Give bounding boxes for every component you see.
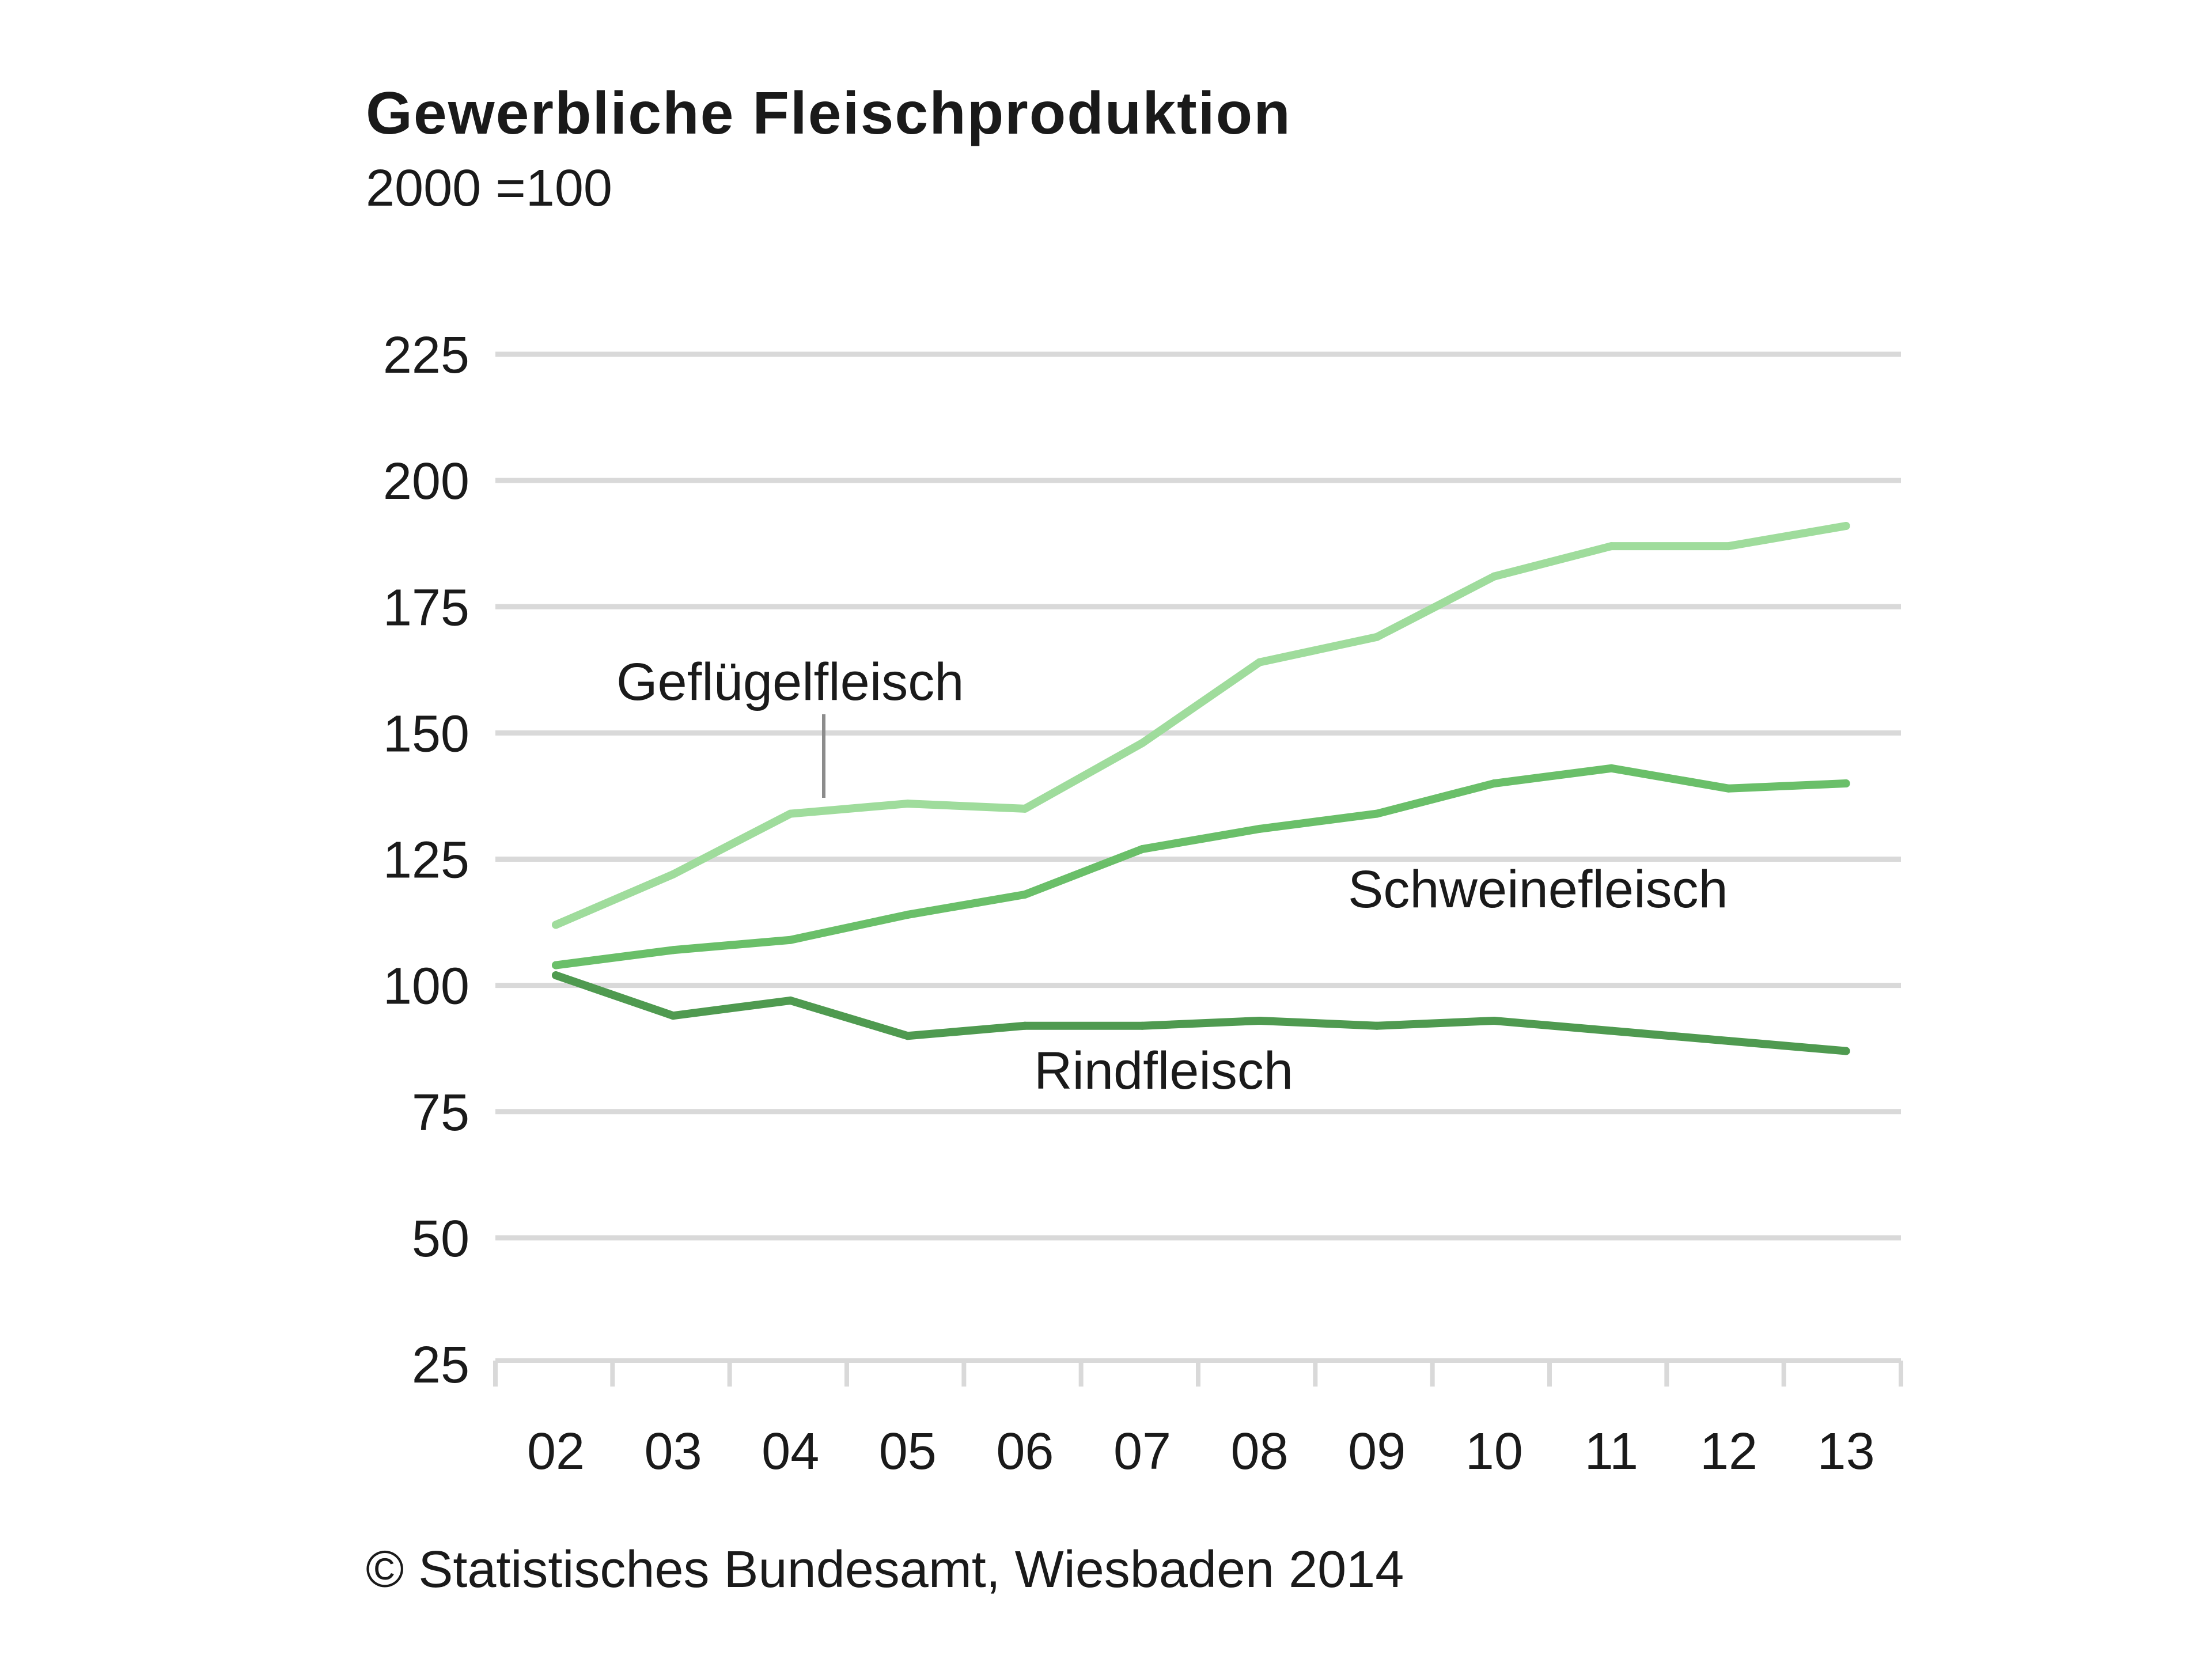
data-point: [1490, 1016, 1498, 1025]
chart-title: Gewerbliche Fleischproduktion: [366, 80, 1291, 147]
data-point: [1842, 779, 1850, 788]
y-tick-label: 25: [412, 1336, 469, 1394]
data-point: [552, 961, 560, 969]
data-point: [786, 809, 795, 818]
series-line: [552, 522, 1850, 929]
series-0: [552, 522, 1850, 929]
y-tick-label: 100: [383, 958, 469, 1016]
y-tick-label: 200: [383, 453, 469, 510]
series-lines: [552, 522, 1850, 1055]
source-note: © Statistisches Bundesamt, Wiesbaden 201…: [366, 1541, 1404, 1599]
data-point: [669, 870, 677, 878]
series-label: Geflügelfleisch: [616, 653, 964, 711]
data-point: [669, 946, 677, 955]
series-line: [552, 764, 1850, 969]
y-tick-label: 75: [412, 1084, 469, 1142]
data-point: [1725, 1037, 1733, 1046]
series-labels: Geflügelfleisch Schweinefleisch Rindfleisc…: [616, 653, 1728, 1100]
data-point: [1373, 632, 1381, 641]
x-tick-label: 11: [1585, 1423, 1638, 1480]
x-axis: [493, 1358, 1903, 1387]
data-point: [1607, 764, 1616, 772]
series-label: Schweinefleisch: [1348, 860, 1728, 919]
y-tick-label: 175: [383, 579, 469, 637]
data-point: [1490, 572, 1498, 581]
x-tick-label: 13: [1817, 1423, 1875, 1480]
x-tick-label: 07: [1113, 1423, 1171, 1480]
series-2: [552, 971, 1850, 1055]
data-point: [1138, 738, 1146, 747]
data-point: [786, 996, 795, 1005]
data-point: [1373, 809, 1381, 818]
y-tick-label: 50: [412, 1210, 469, 1268]
x-tick-label: 09: [1348, 1423, 1406, 1480]
data-point: [1725, 784, 1733, 793]
data-point: [903, 910, 912, 919]
y-tick-label: 150: [383, 705, 469, 763]
x-tick-label: 02: [527, 1423, 585, 1480]
series-1: [552, 764, 1850, 969]
x-tick-label: 12: [1700, 1423, 1758, 1480]
x-tick-label: 06: [996, 1423, 1054, 1480]
data-point: [1255, 824, 1264, 833]
y-tick-label: 125: [383, 832, 469, 889]
x-tick-label: 10: [1465, 1423, 1523, 1480]
data-point: [552, 971, 560, 980]
data-point: [1255, 658, 1264, 666]
x-tick-label: 05: [879, 1423, 937, 1480]
data-point: [1725, 542, 1733, 551]
data-point: [1138, 1021, 1146, 1030]
data-point: [1842, 1047, 1850, 1055]
data-point: [669, 1012, 677, 1020]
x-tick-label: 08: [1231, 1423, 1289, 1480]
data-point: [1255, 1016, 1264, 1025]
data-point: [1490, 779, 1498, 788]
gridlines: [495, 351, 1901, 1241]
data-point: [1021, 804, 1029, 813]
data-point: [903, 1032, 912, 1040]
data-point: [1021, 890, 1029, 899]
data-point: [1138, 844, 1146, 853]
y-axis-tick-labels: 225 200 175 150 125 100 75 50 25: [383, 327, 469, 1394]
x-axis-tick-labels: 02 03 04 05 06 07 08 09 10 11 12 13: [527, 1423, 1875, 1480]
data-point: [1373, 1021, 1381, 1030]
y-tick-label: 225: [383, 327, 469, 384]
data-point: [1607, 542, 1616, 551]
data-point: [903, 800, 912, 808]
data-point: [1021, 1021, 1029, 1030]
data-point: [552, 921, 560, 929]
x-tick-label: 04: [762, 1423, 819, 1480]
series-line: [552, 971, 1850, 1055]
x-tick-label: 03: [645, 1423, 702, 1480]
data-point: [1842, 522, 1850, 531]
chart-subtitle: 2000 =100: [366, 160, 612, 217]
data-point: [1607, 1027, 1616, 1035]
series-label: Rindfleisch: [1034, 1041, 1293, 1100]
data-point: [786, 935, 795, 944]
